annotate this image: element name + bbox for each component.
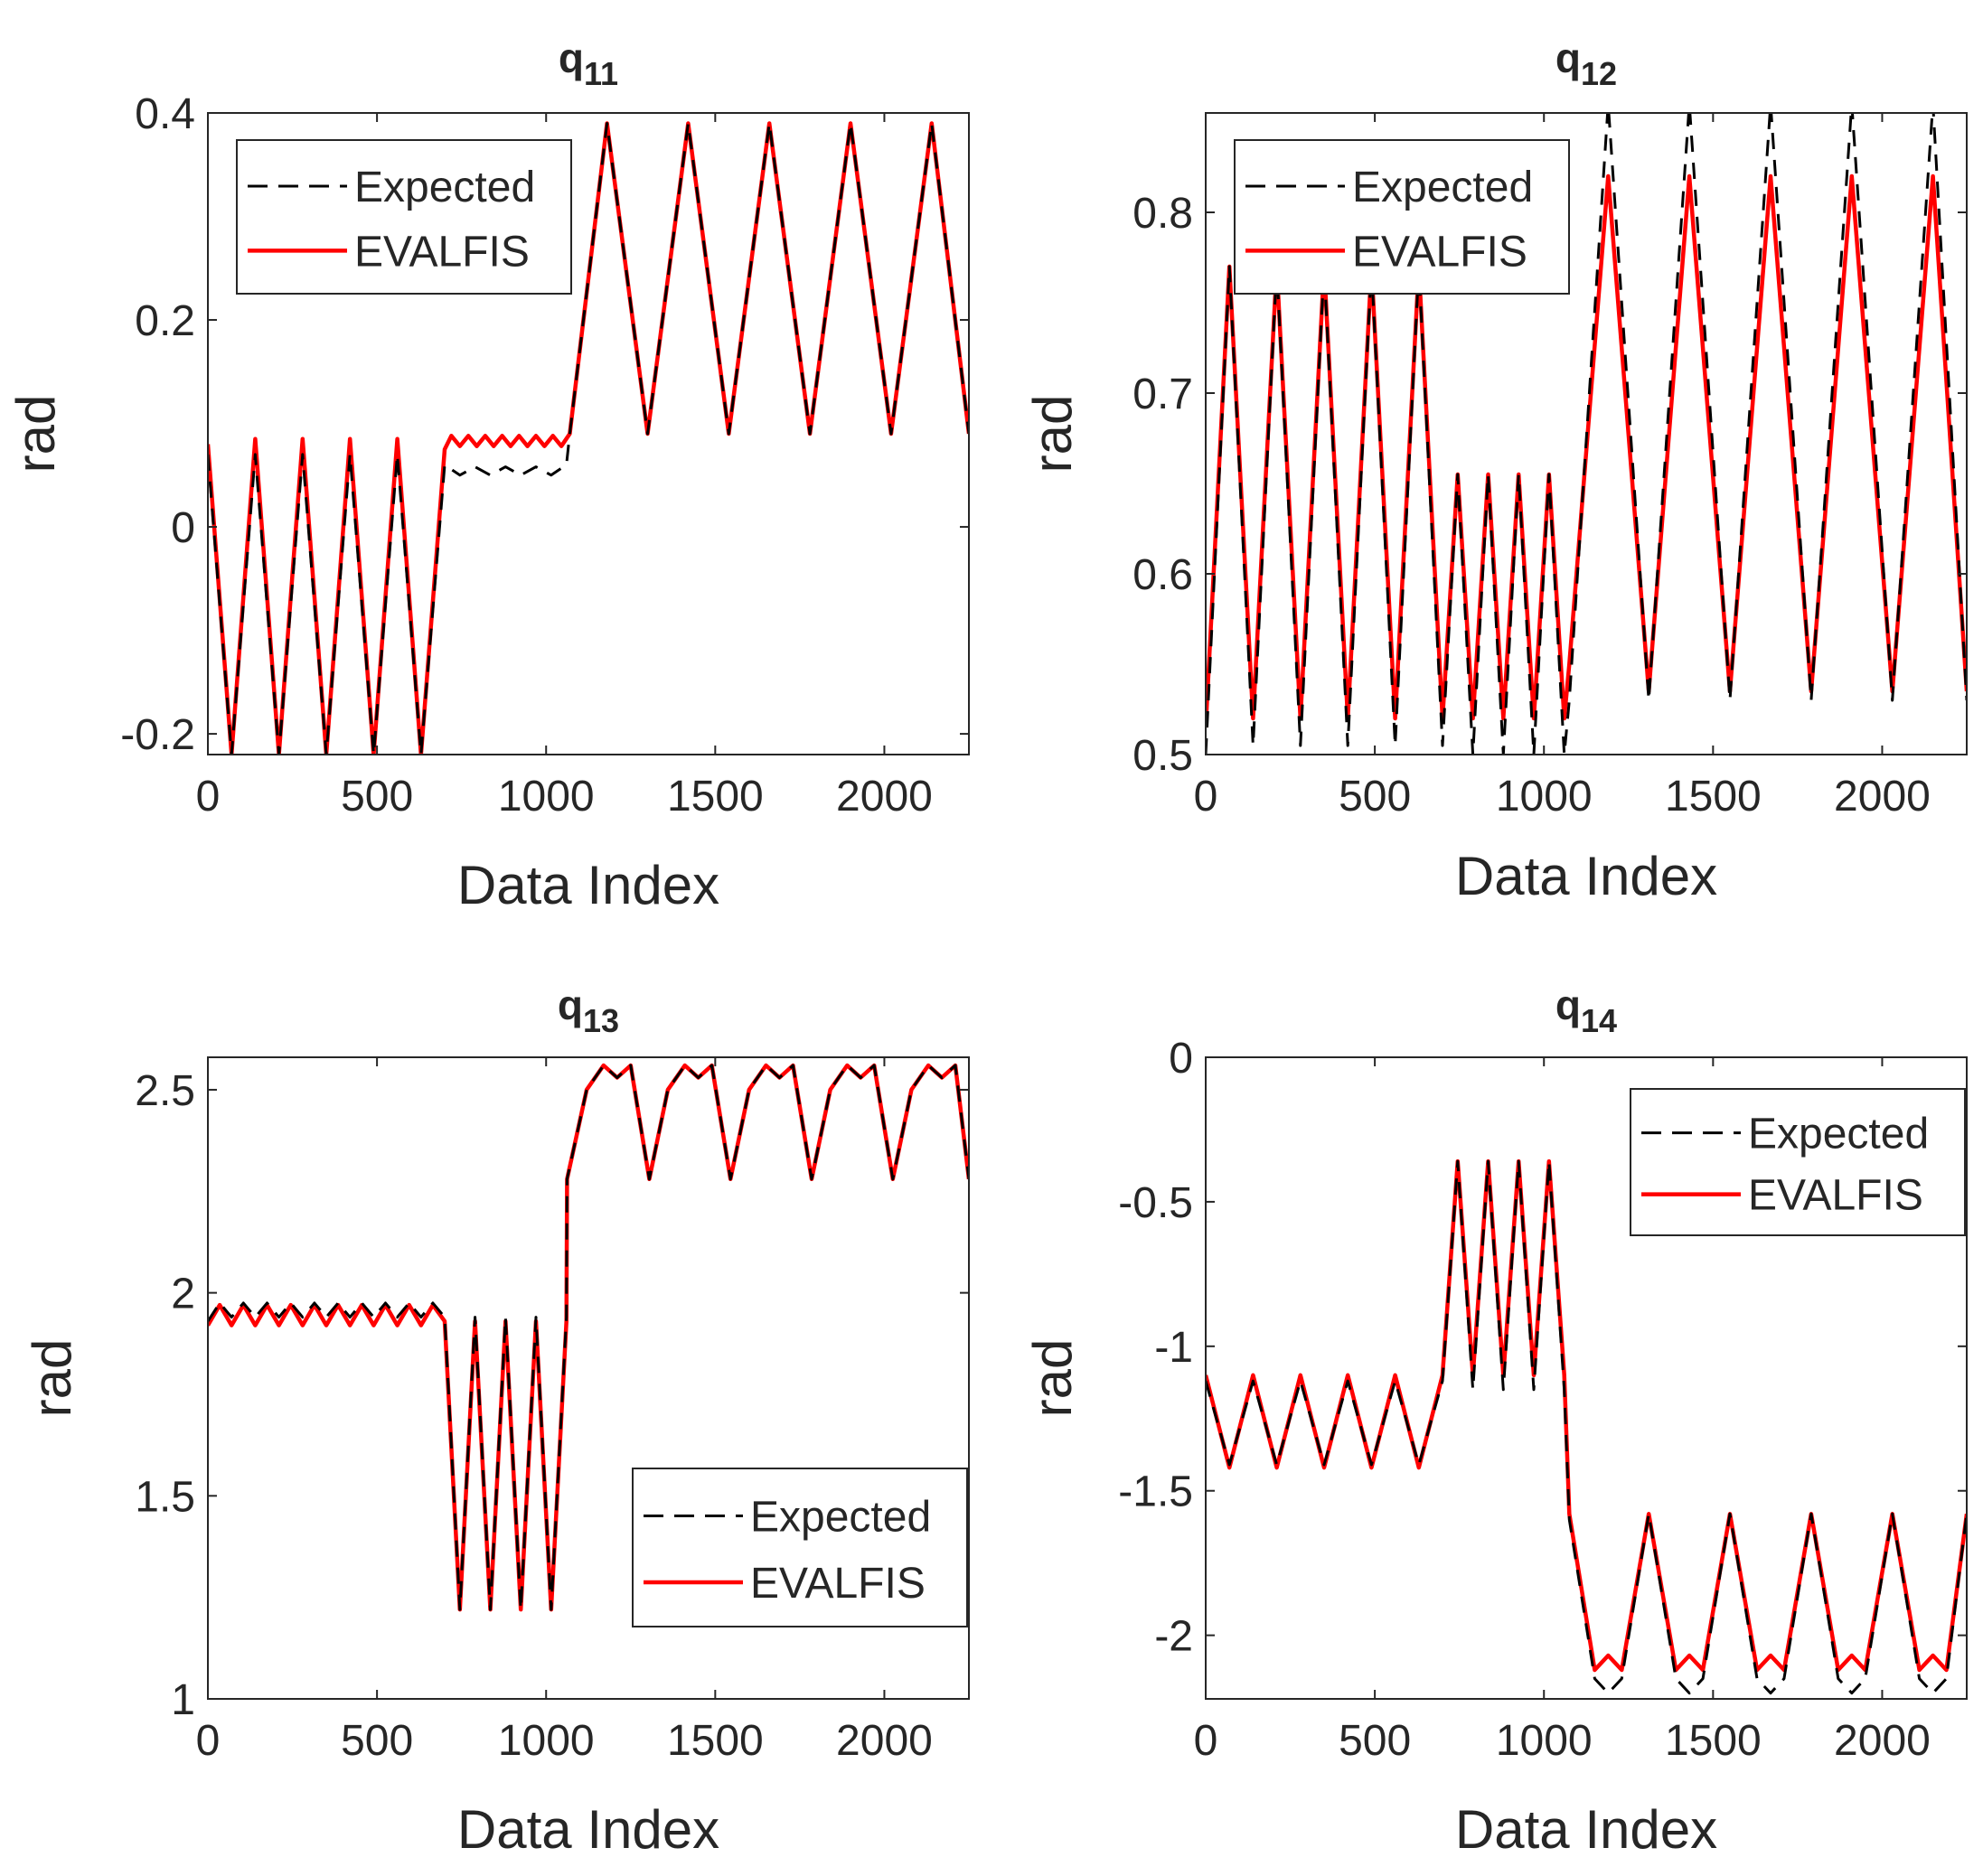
x-tick-label: 500 <box>1339 1717 1411 1765</box>
axes-box <box>1205 1056 1968 1700</box>
x-tick-label: 500 <box>341 1717 413 1765</box>
legend: Expected EVALFIS <box>632 1468 968 1627</box>
legend-label-expected: Expected <box>1748 1111 1929 1158</box>
x-tick-label: 500 <box>1339 773 1411 821</box>
chart-title: q11 <box>559 34 618 92</box>
series-line-expected <box>1206 1159 1967 1695</box>
legend-label-evalfis: EVALFIS <box>1748 1172 1923 1220</box>
series-line-expected <box>208 122 969 755</box>
y-axis-label: rad <box>1022 1339 1083 1418</box>
axes-box <box>207 112 970 755</box>
chart-title: q13 <box>558 981 619 1039</box>
legend: Expected EVALFIS <box>1234 139 1570 295</box>
y-axis-label: rad <box>5 395 66 474</box>
legend-label-evalfis: EVALFIS <box>1352 228 1527 276</box>
x-tick-label: 2000 <box>1834 773 1931 821</box>
y-tick-label: 0 <box>171 504 195 552</box>
chart-title-subscript: 12 <box>1581 55 1617 92</box>
legend-label-expected: Expected <box>750 1494 931 1542</box>
x-axis-label: Data Index <box>1455 846 1717 906</box>
x-tick-label: 0 <box>1194 773 1218 821</box>
legend-box <box>236 139 572 295</box>
subplot-3: 0 500 1000 1500 2000 1 1.5 2 2.5 q13 Data Index rad… <box>22 981 970 1860</box>
x-axis-label: Data Index <box>457 855 719 915</box>
chart-title-base: q <box>1555 981 1581 1028</box>
x-tick-label: 0 <box>1194 1717 1218 1765</box>
x-tick-label: 1500 <box>1665 773 1762 821</box>
y-tick-label: 0 <box>1169 1035 1193 1083</box>
legend-box <box>632 1468 968 1627</box>
chart-title-base: q <box>559 34 584 81</box>
x-tick-label: 0 <box>196 773 221 821</box>
x-axis-label: Data Index <box>1455 1799 1717 1860</box>
chart-title: q12 <box>1555 34 1617 92</box>
subplot-2: 0 500 1000 1500 2000 0.5 0.6 0.7 0.8 q12 Data Inde… <box>1022 34 1968 906</box>
chart-title-subscript: 14 <box>1581 1002 1617 1039</box>
y-tick-label: -0.2 <box>120 711 195 759</box>
x-tick-label: 1500 <box>667 773 764 821</box>
legend-box <box>1234 139 1570 295</box>
series-group <box>208 121 969 755</box>
axes-box <box>1205 112 1968 755</box>
y-tick-label: 0.8 <box>1132 190 1193 238</box>
y-tick-label: 2.5 <box>135 1067 195 1115</box>
series-line-evalfis <box>1206 1158 1967 1673</box>
x-tick-label: 1000 <box>1496 1717 1593 1765</box>
subplot-4: 0 500 1000 1500 2000 -2 -1.5 -1 -0.5 0 q14 Data Ind… <box>1022 981 1968 1860</box>
y-tick-label: 0.2 <box>135 297 195 345</box>
y-tick-label: -1 <box>1154 1324 1193 1372</box>
legend-label-evalfis: EVALFIS <box>750 1560 926 1608</box>
series-group <box>1206 113 1967 755</box>
x-tick-label: 2000 <box>1834 1717 1931 1765</box>
y-tick-label: -1.5 <box>1118 1468 1193 1516</box>
chart-title-subscript: 13 <box>583 1002 619 1039</box>
chart-title: q14 <box>1555 981 1617 1039</box>
x-tick-label: 1000 <box>498 773 595 821</box>
chart-title-base: q <box>558 981 583 1028</box>
series-line-expected <box>208 1064 969 1611</box>
series-group <box>208 1063 969 1612</box>
legend: Expected EVALFIS <box>236 139 572 295</box>
axes-box <box>207 1056 970 1700</box>
series-group <box>1206 1158 1967 1695</box>
y-tick-label: 1 <box>171 1676 195 1724</box>
x-tick-label: 500 <box>341 773 413 821</box>
y-tick-label: 2 <box>171 1271 195 1318</box>
y-tick-label: 1.5 <box>135 1473 195 1521</box>
x-tick-label: 1000 <box>498 1717 595 1765</box>
series-line-expected <box>1206 113 1967 755</box>
x-tick-label: 0 <box>196 1717 221 1765</box>
x-tick-label: 1500 <box>667 1717 764 1765</box>
chart-title-base: q <box>1555 34 1581 81</box>
y-tick-label: 0.4 <box>135 90 195 138</box>
y-tick-label: 0.7 <box>1132 371 1193 418</box>
y-tick-label: 0.5 <box>1132 732 1193 780</box>
y-tick-label: -0.5 <box>1118 1179 1193 1227</box>
legend: Expected EVALFIS <box>1630 1088 1966 1236</box>
x-axis-label: Data Index <box>457 1799 719 1860</box>
legend-label-evalfis: EVALFIS <box>354 228 530 276</box>
y-tick-label: 0.6 <box>1132 551 1193 599</box>
legend-box <box>1630 1088 1966 1236</box>
y-axis-label: rad <box>1022 395 1083 474</box>
legend-label-expected: Expected <box>354 164 535 211</box>
chart-title-subscript: 11 <box>584 55 618 92</box>
x-tick-label: 1500 <box>1665 1717 1762 1765</box>
x-tick-label: 2000 <box>836 1717 933 1765</box>
legend-label-expected: Expected <box>1352 164 1533 211</box>
x-tick-label: 1000 <box>1496 773 1593 821</box>
y-axis-label: rad <box>22 1339 82 1418</box>
x-tick-label: 2000 <box>836 773 933 821</box>
y-tick-label: -2 <box>1154 1613 1193 1661</box>
